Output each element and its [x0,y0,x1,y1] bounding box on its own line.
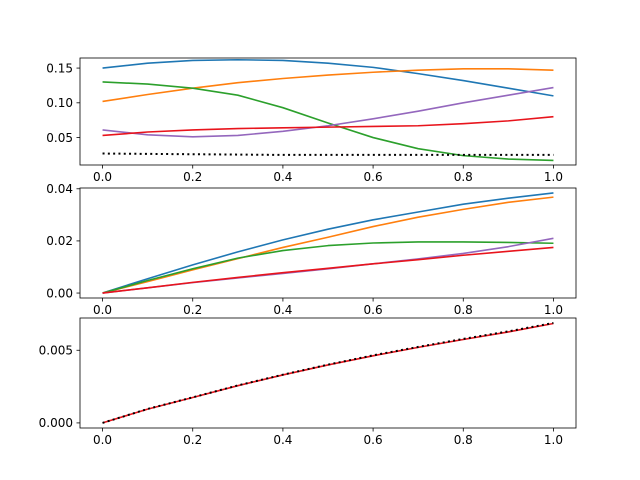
y-tick-label: 0.10 [46,96,73,110]
x-tick-label: 0.8 [454,433,473,447]
x-tick-label: 1.0 [544,433,563,447]
x-tick-label: 0.6 [364,303,383,317]
x-tick-label: 0.8 [454,170,473,184]
x-tick-label: 0.2 [183,303,202,317]
x-tick-label: 1.0 [544,170,563,184]
series-line-1 [102,192,554,294]
x-tick-label: 0.0 [93,170,112,184]
series-line-4 [102,86,554,138]
series-line-1 [102,58,554,97]
series-line-6 [102,152,554,156]
series-line-1 [102,322,554,424]
x-tick-label: 0.4 [273,303,292,317]
y-tick-label: 0.000 [39,416,73,430]
y-tick-label: 0.05 [46,131,73,145]
series-line-5 [102,246,554,294]
axes-3: 0.0 0.2 0.4 0.6 0.8 1.0 0.000 0.005 [39,317,577,447]
series-line-5 [102,115,554,137]
axes-1: 0.0 0.2 0.4 0.6 0.8 1.0 0.05 0.10 0.15 [46,57,577,184]
axes-frame [79,57,577,166]
y-tick-label: 0.04 [46,182,73,196]
axes-frame [79,187,577,299]
series-line-2 [102,67,554,103]
x-tick-label: 0.4 [273,170,292,184]
y-tick-label: 0.005 [39,344,73,358]
y-tick-label: 0.15 [46,61,73,75]
y-tick-label: 0.02 [46,234,73,248]
axes-frame [79,317,577,429]
x-tick-label: 0.6 [364,170,383,184]
x-tick-label: 0.4 [273,433,292,447]
axes-2: 0.0 0.2 0.4 0.6 0.8 1.0 0.00 0.02 0.04 [46,182,577,317]
series-line-2 [102,196,554,294]
x-tick-label: 1.0 [544,303,563,317]
x-tick-label: 0.0 [93,303,112,317]
x-tick-label: 0.0 [93,433,112,447]
series-line-3 [102,241,554,294]
x-tick-label: 0.8 [454,303,473,317]
series-line-3 [102,81,554,162]
x-tick-label: 0.6 [364,433,383,447]
x-tick-label: 0.2 [183,433,202,447]
y-tick-label: 0.00 [46,286,73,300]
x-tick-label: 0.2 [183,170,202,184]
